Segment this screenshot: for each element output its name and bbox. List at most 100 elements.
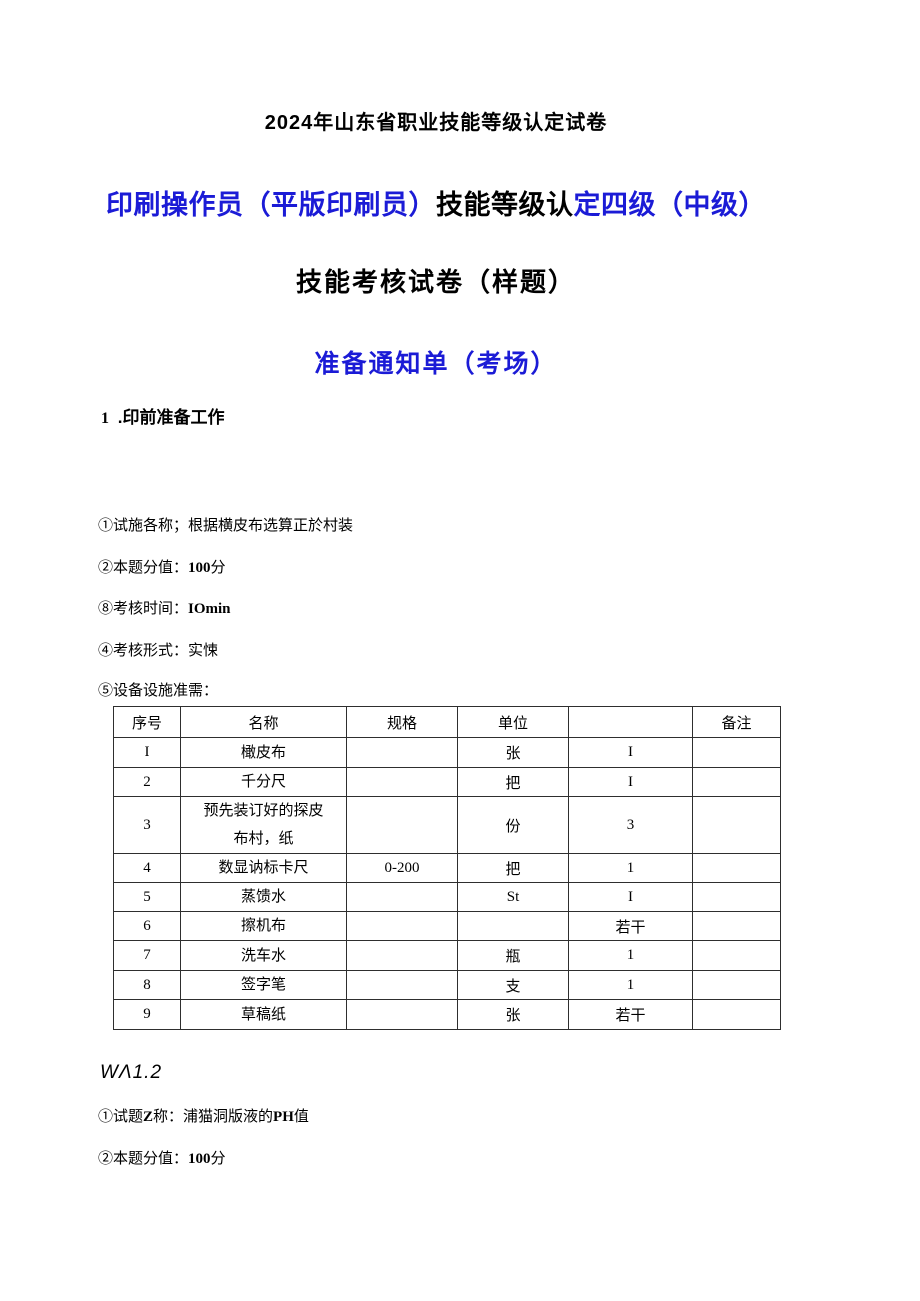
cell-unit: 瓶 bbox=[457, 940, 569, 971]
cell-name: 洗车水 bbox=[180, 940, 347, 971]
cell-qty: 1 bbox=[568, 970, 693, 1000]
cell-remark bbox=[692, 999, 781, 1030]
subtitle-occupation-blue2: 定四级（中级） bbox=[573, 190, 766, 220]
cell-qty: 1 bbox=[568, 853, 693, 883]
cell-unit bbox=[457, 911, 569, 941]
cell-index: 6 bbox=[113, 911, 181, 941]
list-item-2: ②本题分值：100分 bbox=[98, 556, 226, 577]
footer-item-2-suffix: 分 bbox=[210, 1150, 226, 1167]
cell-qty: I bbox=[568, 737, 693, 768]
cell-index: 7 bbox=[113, 940, 181, 971]
cell-spec bbox=[346, 737, 458, 768]
subtitle-notice: 准备通知单（考场） bbox=[314, 350, 558, 378]
section-1-number: 1 bbox=[101, 410, 109, 427]
section-1-text: .印前准备工作 bbox=[113, 408, 225, 427]
list-item-3: ⑧考核时间：IOmin bbox=[98, 597, 231, 618]
cell-spec bbox=[346, 882, 458, 912]
cell-spec: 0-200 bbox=[346, 853, 458, 883]
list-item-5-text: ⑤设备设施准需： bbox=[98, 682, 219, 699]
page-title: 2024年山东省职业技能等级认定试卷 bbox=[264, 112, 608, 134]
table-row: 6 擦机布 若干 bbox=[113, 911, 781, 941]
cell-unit: 份 bbox=[457, 796, 569, 854]
cell-remark bbox=[692, 796, 781, 854]
list-item-2-text: ②本题分值： bbox=[98, 559, 189, 576]
subtitle-exam-paper: 技能考核试卷（样题） bbox=[295, 267, 576, 297]
cell-spec bbox=[346, 999, 458, 1030]
list-item-5: ⑤设备设施准需： bbox=[98, 679, 218, 700]
footer-item-1-bold2: PH bbox=[273, 1109, 294, 1125]
cell-unit: 张 bbox=[457, 737, 569, 768]
cell-remark bbox=[692, 853, 781, 883]
list-item-4-text: ④考核形式：实悚 bbox=[98, 642, 219, 659]
cell-qty: 3 bbox=[568, 796, 693, 854]
cell-unit: 把 bbox=[457, 853, 569, 883]
list-item-2-suffix: 分 bbox=[210, 559, 226, 576]
cell-spec bbox=[346, 940, 458, 971]
cell-index: I bbox=[113, 737, 181, 768]
cell-index: 4 bbox=[113, 853, 181, 883]
list-item-2-value: 100 bbox=[188, 560, 211, 576]
cell-remark bbox=[692, 767, 781, 797]
list-item-1: ①试施各称；根据横皮布选算正於村装 bbox=[98, 514, 353, 535]
cell-index: 3 bbox=[113, 796, 181, 854]
equipment-table: 序号 名称 规格 单位 备注 I 橄皮布 张 I 2 千分尺 把 I 3 预先装… bbox=[113, 706, 781, 1030]
table-row: 5 蒸馈水 St I bbox=[113, 882, 781, 912]
cell-qty: 若干 bbox=[568, 911, 693, 941]
cell-qty: 1 bbox=[568, 940, 693, 971]
cell-name: 擦机布 bbox=[180, 911, 347, 941]
cell-unit: 张 bbox=[457, 999, 569, 1030]
table-row: 9 草稿纸 张 若干 bbox=[113, 999, 781, 1030]
footer-item-2: ②本题分值：100分 bbox=[98, 1147, 226, 1168]
cell-qty: 若干 bbox=[568, 999, 693, 1030]
cell-spec bbox=[346, 796, 458, 854]
column-header-unit: 单位 bbox=[457, 706, 569, 738]
table-header-row: 序号 名称 规格 单位 备注 bbox=[113, 706, 781, 738]
cell-name: 草稿纸 bbox=[180, 999, 347, 1030]
table-row: 3 预先装订好的探皮 布村，纸 份 3 bbox=[113, 796, 781, 854]
cell-spec bbox=[346, 911, 458, 941]
table-row: 2 千分尺 把 I bbox=[113, 767, 781, 797]
footer-item-1: ①试题Z称：浦猫洞版液的PH值 bbox=[98, 1105, 309, 1126]
table-row: I 橄皮布 张 I bbox=[113, 737, 781, 768]
cell-remark bbox=[692, 911, 781, 941]
column-header-name: 名称 bbox=[180, 706, 347, 738]
cell-name: 数显讷标卡尺 bbox=[180, 853, 347, 883]
cell-unit: 把 bbox=[457, 767, 569, 797]
cell-name: 预先装订好的探皮 布村，纸 bbox=[180, 796, 347, 854]
column-header-spec: 规格 bbox=[346, 706, 458, 738]
list-item-3-value: IOmin bbox=[188, 601, 231, 617]
cell-index: 9 bbox=[113, 999, 181, 1030]
cell-qty: I bbox=[568, 767, 693, 797]
list-item-1-text: ①试施各称；根据横皮布选算正於村装 bbox=[98, 517, 354, 534]
footer-item-2-value: 100 bbox=[188, 1151, 211, 1167]
cell-spec bbox=[346, 767, 458, 797]
cell-index: 8 bbox=[113, 970, 181, 1000]
section-1-heading: 1 .印前准备工作 bbox=[101, 403, 224, 428]
footer-item-1-part2: 称：浦猫洞版液的 bbox=[153, 1108, 274, 1125]
cell-name: 千分尺 bbox=[180, 767, 347, 797]
column-header-remark: 备注 bbox=[692, 706, 781, 738]
subtitle-occupation-black: 技能等级认 bbox=[436, 190, 574, 220]
cell-remark bbox=[692, 882, 781, 912]
column-header-qty bbox=[568, 706, 693, 738]
table-row: 4 数显讷标卡尺 0-200 把 1 bbox=[113, 853, 781, 883]
cell-qty: I bbox=[568, 882, 693, 912]
column-header-index: 序号 bbox=[113, 706, 181, 738]
cell-unit: St bbox=[457, 882, 569, 912]
cell-index: 2 bbox=[113, 767, 181, 797]
cell-remark bbox=[692, 940, 781, 971]
subtitle-occupation-blue1: 印刷操作员（平版印刷员） bbox=[106, 190, 436, 220]
list-item-4: ④考核形式：实悚 bbox=[98, 639, 218, 660]
footer-item-2-text: ②本题分值： bbox=[98, 1150, 189, 1167]
cell-remark bbox=[692, 970, 781, 1000]
subsection-label: WΛ1.2 bbox=[100, 1062, 163, 1083]
cell-spec bbox=[346, 970, 458, 1000]
footer-item-1-part3: 值 bbox=[293, 1108, 309, 1125]
cell-name: 橄皮布 bbox=[180, 737, 347, 768]
cell-unit: 支 bbox=[457, 970, 569, 1000]
cell-remark bbox=[692, 737, 781, 768]
cell-name: 签字笔 bbox=[180, 970, 347, 1000]
cell-name: 蒸馈水 bbox=[180, 882, 347, 912]
footer-item-1-part1: ①试题 bbox=[98, 1108, 144, 1125]
